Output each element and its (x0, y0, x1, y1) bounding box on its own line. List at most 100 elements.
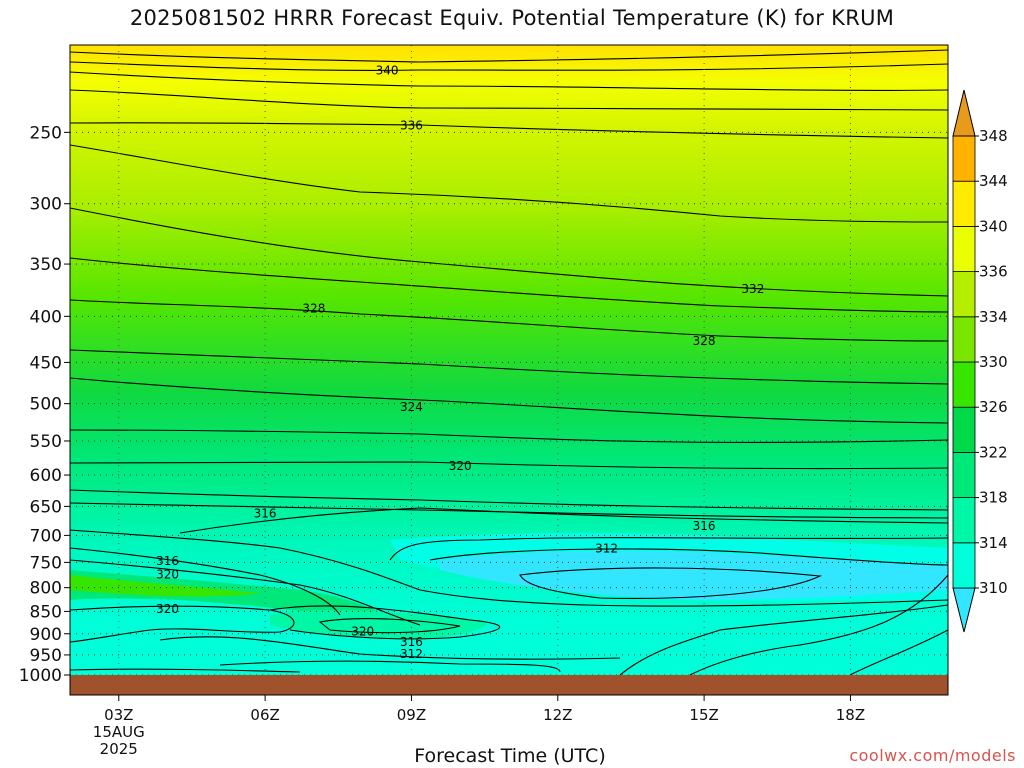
y-tick-label: 650 (30, 497, 62, 517)
colorbar-tick-label: 310 (979, 579, 1008, 597)
colorbar-band (952, 361, 976, 408)
isoline (689, 574, 948, 675)
isoline (70, 61, 948, 71)
isoline (70, 257, 948, 313)
warm-tongue-324 (70, 575, 260, 597)
isoline (849, 629, 948, 675)
isoline (219, 660, 561, 673)
x-tick-sublabel: 2025 (100, 740, 138, 758)
isoline (179, 507, 948, 534)
colorbar-tick-label: 340 (979, 217, 1008, 235)
contour-label: 316 (693, 519, 716, 533)
isoline (70, 559, 421, 626)
isoline (70, 605, 295, 643)
isoline (70, 461, 948, 470)
isoline (70, 144, 948, 223)
contour-label: 312 (595, 541, 618, 555)
y-tick-label: 700 (30, 526, 62, 546)
contour-label: 336 (400, 118, 423, 132)
isoline (70, 71, 948, 91)
y-tick-label: 750 (30, 553, 62, 573)
contour-label: 316 (156, 554, 179, 568)
isoline (318, 618, 461, 634)
y-tick-label: 600 (30, 466, 62, 486)
isoline (70, 502, 948, 519)
colorbar-band (952, 316, 976, 363)
isoline (389, 537, 948, 561)
isoline (70, 349, 948, 385)
colorbar-tick-label: 326 (979, 398, 1008, 416)
colorbar-band (952, 497, 976, 544)
mid-blob-318 (270, 610, 487, 640)
colorbar-band (952, 135, 976, 182)
colorbar-band (952, 180, 976, 227)
y-tick-label: 450 (30, 353, 62, 373)
colorbar-band (952, 225, 976, 272)
isoline (70, 489, 948, 511)
grid (70, 45, 948, 676)
contour-label: 340 (376, 64, 399, 78)
x-tick-sublabel: 15AUG (93, 723, 145, 741)
contour-label: 320 (449, 459, 472, 473)
colorbar-tick-label: 344 (979, 172, 1008, 190)
contour-label: 320 (156, 602, 179, 616)
isoline (70, 529, 948, 607)
x-axis-label: Forecast Time (UTC) (414, 745, 606, 767)
isoline (70, 89, 948, 111)
x-tick-label: 12Z (543, 706, 572, 724)
isoline (70, 299, 948, 342)
contour-label: 320 (156, 568, 179, 582)
colorbar-extend-high (952, 89, 976, 137)
credit-link[interactable]: coolwx.com/models (849, 746, 1016, 765)
contour-label: 316 (254, 506, 277, 520)
y-axis: 250 300 350 400 450 500 550 600 650 700 750 800 850 9… (19, 123, 70, 686)
isoline (70, 122, 948, 139)
isoline (519, 567, 823, 599)
x-tick-label: 03Z (104, 706, 133, 724)
y-tick-label: 300 (30, 195, 62, 215)
x-tick-label: 09Z (397, 706, 426, 724)
y-tick-label: 1000 (19, 666, 62, 686)
y-tick-label: 850 (30, 602, 62, 622)
contour-labels: 3403363323283283243203163163123163203203… (156, 64, 764, 661)
colorbar-tick-label: 322 (979, 443, 1008, 461)
plot-frame (69, 44, 949, 696)
colorbar-band (952, 271, 976, 318)
colorbar-band (952, 542, 976, 589)
colorbar-tick-label: 330 (979, 353, 1008, 371)
colorbar-tick-label: 334 (979, 308, 1008, 326)
y-tick-label: 500 (30, 395, 62, 415)
isolines (70, 49, 948, 675)
x-tick-label: 15Z (689, 706, 718, 724)
colorbar-extend-low (952, 587, 976, 633)
isoline (70, 668, 301, 673)
isoline (70, 49, 948, 63)
isoline (269, 605, 501, 640)
isoline (159, 636, 621, 660)
isoline (70, 377, 948, 424)
isoline (619, 604, 948, 675)
contour-label: 332 (741, 282, 764, 296)
y-tick-label: 800 (30, 579, 62, 599)
colorbar-band (952, 451, 976, 498)
contour-label: 316 (400, 635, 423, 649)
isoline (70, 547, 341, 616)
isoline (70, 429, 948, 444)
y-tick-label: 400 (30, 307, 62, 327)
contour-label: 312 (400, 647, 423, 661)
colorbar-tick-label: 348 (979, 127, 1008, 145)
colorbar-tick-label: 336 (979, 263, 1008, 281)
y-tick-label: 550 (30, 432, 62, 452)
isoline (70, 207, 948, 297)
contour-label: 328 (302, 301, 325, 315)
x-tick-label: 18Z (836, 706, 865, 724)
colorbar-band (952, 406, 976, 453)
low-blob-314 (160, 636, 620, 675)
x-tick-label: 06Z (250, 706, 279, 724)
y-tick-label: 250 (30, 123, 62, 143)
contour-label: 320 (351, 624, 374, 638)
y-tick-label: 350 (30, 255, 62, 275)
y-tick-label: 950 (30, 646, 62, 666)
plot-area (70, 45, 948, 675)
